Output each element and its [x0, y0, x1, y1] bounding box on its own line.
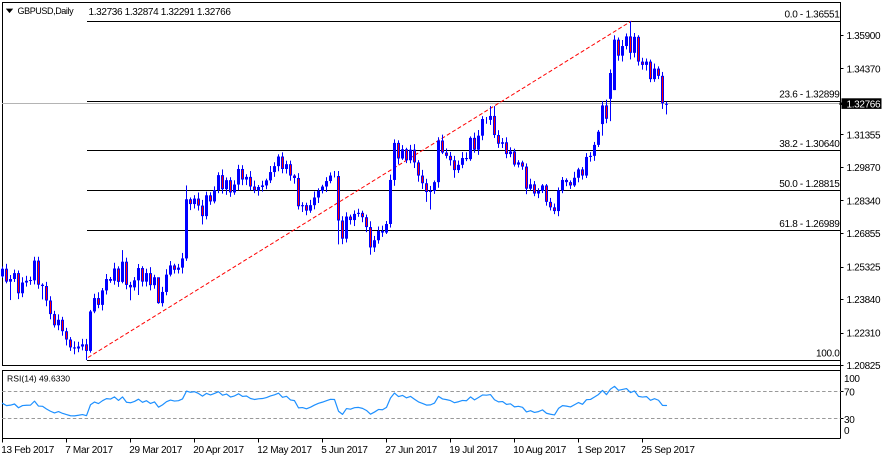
svg-text:7 Mar 2017: 7 Mar 2017: [65, 445, 113, 456]
svg-text:GBPUSD,Daily: GBPUSD,Daily: [18, 6, 75, 16]
svg-text:25 Sep 2017: 25 Sep 2017: [641, 445, 695, 456]
svg-text:13 Feb 2017: 13 Feb 2017: [1, 445, 55, 456]
svg-text:1.20825: 1.20825: [847, 361, 881, 372]
svg-text:0.0 - 1.36551: 0.0 - 1.36551: [784, 10, 840, 21]
svg-text:1.29870: 1.29870: [847, 163, 881, 174]
svg-text:10 Aug 2017: 10 Aug 2017: [513, 445, 567, 456]
svg-text:1.34370: 1.34370: [847, 64, 881, 75]
svg-text:1 Sep 2017: 1 Sep 2017: [577, 445, 626, 456]
svg-text:61.8 - 1.26989: 61.8 - 1.26989: [779, 219, 840, 230]
svg-text:1.32766: 1.32766: [847, 99, 881, 110]
svg-text:1.28340: 1.28340: [847, 197, 881, 208]
svg-text:20 Apr 2017: 20 Apr 2017: [193, 445, 244, 456]
svg-text:19 Jul 2017: 19 Jul 2017: [449, 445, 498, 456]
svg-text:100.0: 100.0: [816, 349, 840, 360]
svg-text:29 Mar 2017: 29 Mar 2017: [129, 445, 183, 456]
svg-text:RSI(14) 49.6330: RSI(14) 49.6330: [7, 374, 70, 384]
svg-text:50.0 - 1.28815: 50.0 - 1.28815: [779, 179, 840, 190]
svg-text:1.22310: 1.22310: [847, 329, 881, 340]
svg-text:30: 30: [844, 415, 855, 426]
svg-text:27 Jun 2017: 27 Jun 2017: [385, 445, 437, 456]
svg-text:5 Jun 2017: 5 Jun 2017: [321, 445, 368, 456]
svg-text:1.26855: 1.26855: [847, 229, 881, 240]
svg-text:100: 100: [844, 374, 860, 385]
svg-text:1.32736 1.32874 1.32291 1.3276: 1.32736 1.32874 1.32291 1.32766: [89, 7, 232, 18]
svg-text:0: 0: [844, 426, 850, 437]
svg-text:12 May 2017: 12 May 2017: [257, 445, 312, 456]
svg-text:1.25325: 1.25325: [847, 263, 881, 274]
svg-text:1.31355: 1.31355: [847, 131, 881, 142]
svg-text:38.2 - 1.30640: 38.2 - 1.30640: [779, 139, 840, 150]
svg-text:1.23840: 1.23840: [847, 295, 881, 306]
svg-text:23.6 - 1.32899: 23.6 - 1.32899: [779, 90, 840, 101]
svg-text:1.35900: 1.35900: [847, 31, 881, 42]
svg-text:70: 70: [844, 388, 855, 399]
